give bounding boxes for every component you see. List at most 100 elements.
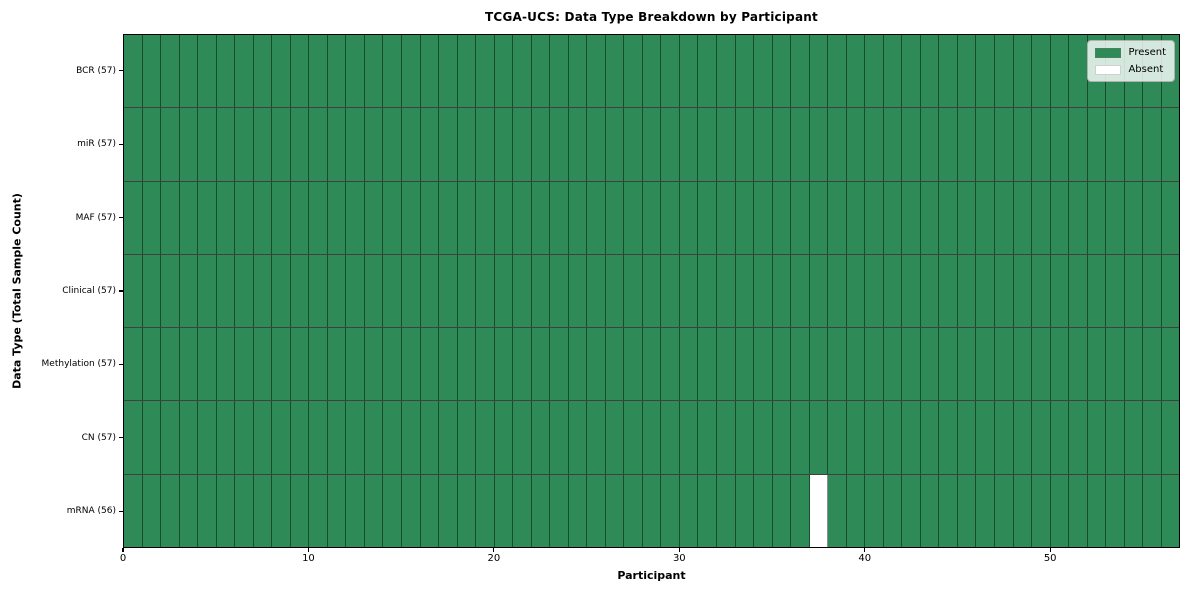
heatmap-cell-present	[717, 181, 736, 254]
heatmap-cell-present	[179, 254, 199, 328]
heatmap-cell-present	[568, 35, 588, 108]
heatmap-cell-present	[550, 181, 569, 254]
y-tick-label: Clinical (57)	[62, 286, 116, 296]
heatmap-cell-present	[1032, 181, 1051, 254]
heatmap-cell-present	[1013, 328, 1033, 401]
heatmap-row-mrna	[124, 474, 1180, 547]
heatmap-cell-present	[216, 35, 236, 108]
heatmap-cell-present	[124, 108, 143, 181]
heatmap-cell-present	[1124, 254, 1144, 328]
heatmap-cell-present	[476, 35, 495, 108]
heatmap-cell-present	[364, 328, 384, 401]
heatmap-cell-present	[717, 254, 736, 328]
heatmap-cell-present	[494, 401, 514, 474]
heatmap-cell-present	[550, 401, 569, 474]
heatmap-cell-present	[1013, 181, 1033, 254]
heatmap-cell-present	[531, 401, 551, 474]
heatmap-cell-present	[994, 254, 1014, 328]
heatmap-cell-present	[1106, 108, 1125, 181]
heatmap-cell-present	[253, 254, 273, 328]
heatmap-cell-present	[828, 181, 847, 254]
heatmap-cell-present	[883, 108, 903, 181]
heatmap-cell-present	[161, 474, 180, 547]
heatmap-cell-present	[883, 181, 903, 254]
heatmap-cell-present	[383, 35, 402, 108]
heatmap-cell-present	[494, 108, 514, 181]
heatmap-cell-present	[513, 254, 532, 328]
heatmap-row-bcr	[124, 35, 1180, 109]
heatmap-cell-present	[976, 474, 995, 547]
heatmap-cell-present	[1087, 328, 1107, 401]
heatmap-cell-present	[198, 401, 217, 474]
heatmap-cell-present	[1106, 254, 1125, 328]
heatmap-cell-present	[772, 254, 792, 328]
heatmap-cell-present	[772, 108, 792, 181]
heatmap-cell-present	[679, 401, 699, 474]
heatmap-cell-present	[1050, 108, 1070, 181]
heatmap-cell-present	[661, 35, 680, 108]
heatmap-cell-present	[494, 254, 514, 328]
heatmap-cell-present	[439, 35, 458, 108]
heatmap-cell-present	[865, 474, 884, 547]
heatmap-cell-present	[457, 401, 477, 474]
heatmap-cell-present	[1124, 401, 1144, 474]
y-axis-label: Data Type (Total Sample Count)	[10, 193, 24, 389]
heatmap-cell-present	[679, 474, 699, 547]
heatmap-cell-present	[309, 474, 328, 547]
heatmap-cell-present	[902, 474, 921, 547]
heatmap-cell-present	[865, 35, 884, 108]
heatmap-cell-present	[976, 401, 995, 474]
heatmap-cell-present	[883, 401, 903, 474]
heatmap-cell-present	[1143, 108, 1162, 181]
heatmap-cell-present	[1143, 254, 1162, 328]
heatmap-cell-present	[717, 401, 736, 474]
heatmap-cell-present	[846, 35, 866, 108]
heatmap-cell-present	[883, 328, 903, 401]
heatmap-cell-present	[457, 181, 477, 254]
heatmap-cell-present	[587, 254, 606, 328]
x-tick-mark	[493, 548, 495, 552]
heatmap-cell-present	[513, 35, 532, 108]
y-tick-mark	[119, 216, 123, 219]
heatmap-cell-present	[142, 401, 162, 474]
heatmap-cell-present	[642, 474, 662, 547]
heatmap-cell-present	[865, 181, 884, 254]
heatmap-cell-present	[346, 35, 365, 108]
heatmap-cell-present	[272, 108, 291, 181]
heatmap-cell-present	[124, 181, 143, 254]
heatmap-cell-present	[401, 108, 421, 181]
heatmap-cell-present	[439, 108, 458, 181]
heatmap-cell-present	[976, 181, 995, 254]
heatmap-cell-present	[550, 35, 569, 108]
heatmap-cell-present	[198, 254, 217, 328]
heatmap-cell-present	[142, 35, 162, 108]
heatmap-cell-present	[142, 181, 162, 254]
heatmap-cell-present	[791, 254, 810, 328]
heatmap-cell-present	[420, 328, 440, 401]
heatmap-cell-present	[624, 35, 643, 108]
heatmap-cell-present	[179, 35, 199, 108]
heatmap-cell-present	[754, 254, 773, 328]
heatmap-cell-present	[124, 254, 143, 328]
heatmap-cell-present	[920, 254, 940, 328]
heatmap-cell-present	[420, 35, 440, 108]
heatmap-cell-present	[309, 401, 328, 474]
heatmap-cell-present	[698, 474, 717, 547]
heatmap-cell-present	[494, 328, 514, 401]
heatmap-cell-present	[253, 401, 273, 474]
heatmap-row-mir	[124, 108, 1180, 182]
heatmap-cell-present	[1161, 181, 1180, 254]
heatmap-cell-present	[124, 328, 143, 401]
heatmap-cell-present	[457, 108, 477, 181]
heatmap-cell-present	[828, 474, 847, 547]
heatmap-cell-present	[309, 181, 328, 254]
x-axis-label: Participant	[617, 569, 686, 582]
heatmap-cell-present	[346, 108, 365, 181]
heatmap-cell-present	[401, 474, 421, 547]
heatmap-cell-present	[717, 108, 736, 181]
heatmap-cell-present	[309, 35, 328, 108]
y-tick-label: BCR (57)	[76, 65, 116, 76]
heatmap-cell-present	[439, 181, 458, 254]
heatmap-cell-present	[1106, 401, 1125, 474]
heatmap-cell-present	[513, 108, 532, 181]
